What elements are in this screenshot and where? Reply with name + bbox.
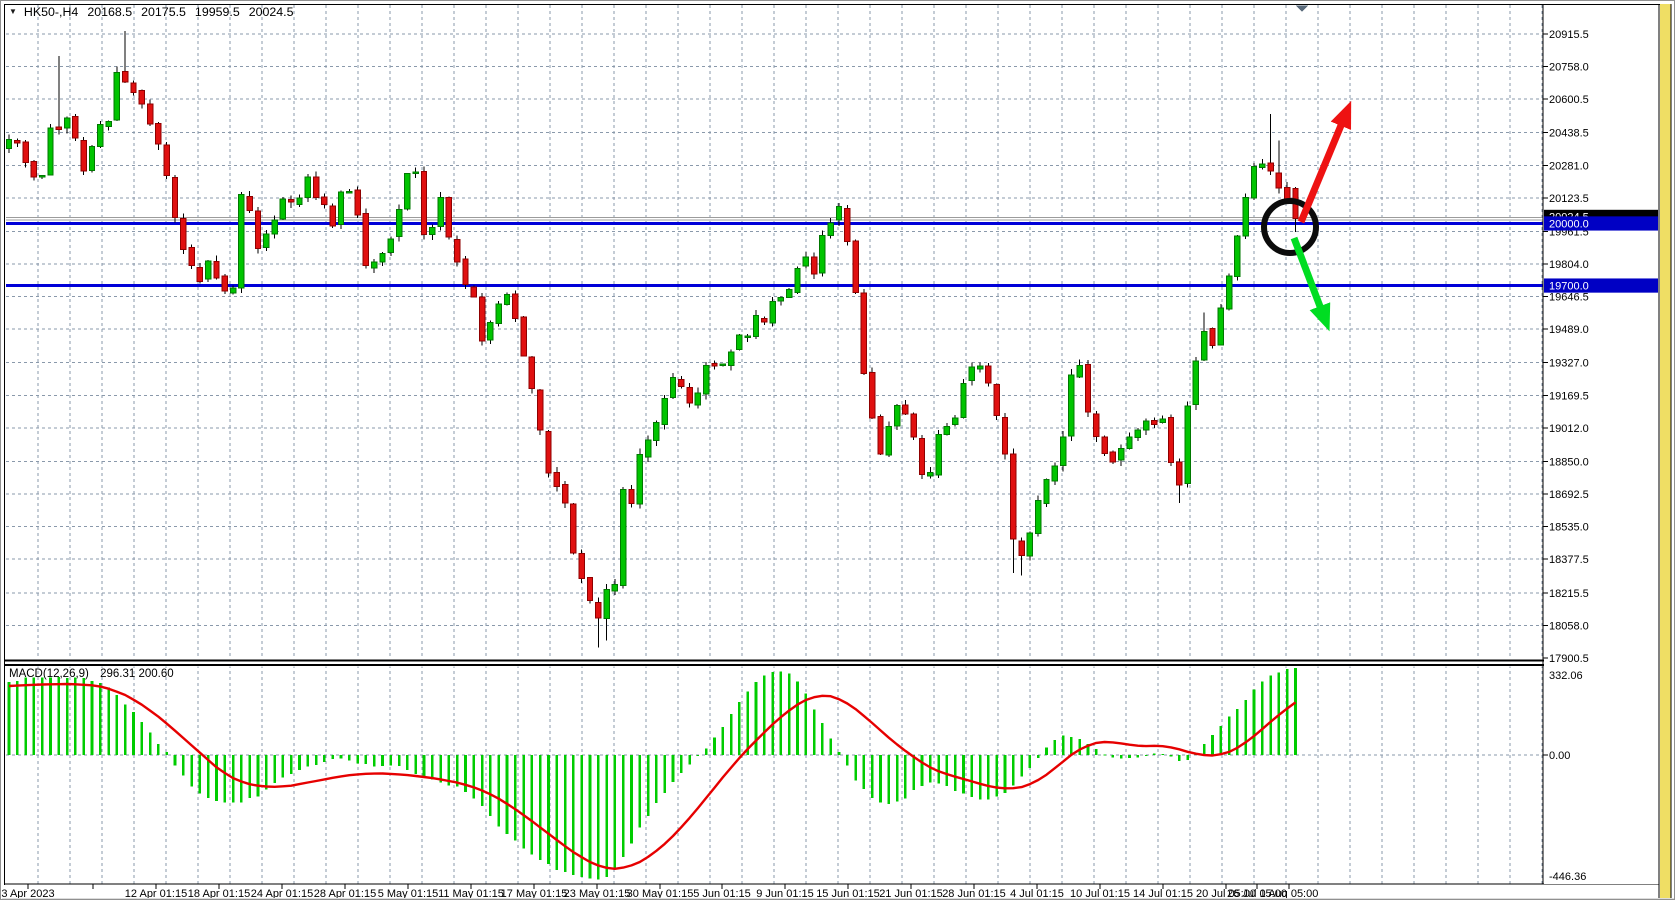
horizontal-level-lines[interactable] (6, 221, 1543, 288)
time-axis-label: 11 May 01:15 (438, 888, 504, 900)
macd-values: 296.31 200.60 (100, 668, 174, 680)
time-axis[interactable]: 3 Apr 2023 12 Apr 01:15 18 Apr 01:15 24 Apr… (1, 884, 1659, 900)
time-axis-label: 17 May 01:15 (501, 888, 568, 900)
level-price-badge: 20000.0 (1549, 218, 1589, 230)
highlight-circle[interactable] (1261, 198, 1319, 256)
price-axis-label: 20600.5 (1549, 94, 1589, 106)
price-axis-label: 20438.5 (1549, 128, 1589, 140)
price-axis-label: 19327.0 (1549, 358, 1589, 370)
price-axis-label: 19169.5 (1549, 390, 1589, 402)
time-axis-label: 28 Apr 01:15 (314, 888, 376, 900)
time-axis-label: 1 Aug 05:00 (1260, 888, 1319, 900)
pane-frame (3, 3, 1671, 898)
time-axis-label: 10 Jul 01:15 (1070, 888, 1130, 900)
time-axis-label: 5 May 01:15 (378, 888, 439, 900)
grid-lines (6, 5, 1543, 884)
bullish-arrow[interactable] (1297, 100, 1352, 224)
price-axis[interactable]: 20915.5 20758.0 20600.5 20438.5 20281.0 20123… (1543, 5, 1659, 884)
macd-name: MACD(12,26,9) (9, 668, 89, 680)
ohlc-high: 20175.5 (141, 5, 186, 19)
price-axis-label: 20758.0 (1549, 62, 1589, 74)
ohlc-close: 20024.5 (248, 5, 294, 19)
ohlc-open: 20168.5 (87, 5, 133, 19)
macd-axis-label: -446.36 (1549, 871, 1586, 883)
time-axis-label: 23 May 01:15 (564, 888, 631, 900)
macd-histogram[interactable] (7, 667, 1297, 880)
time-axis-label: 12 Apr 01:15 (125, 888, 187, 900)
level-price-badge: 19700.0 (1549, 281, 1589, 293)
price-axis-label: 18692.5 (1549, 489, 1589, 501)
price-axis-label: 20281.0 (1549, 160, 1589, 172)
time-axis-label: 18 Apr 01:15 (188, 888, 250, 900)
time-axis-label: 28 Jun 01:15 (942, 888, 1006, 900)
chart-shift-marker-icon (1296, 5, 1308, 12)
price-axis-label: 20123.5 (1549, 193, 1589, 205)
price-axis-label: 18535.0 (1549, 522, 1589, 534)
ohlc-low: 19959.5 (194, 5, 240, 19)
price-axis-label: 19012.0 (1549, 423, 1589, 435)
bearish-arrow[interactable] (1290, 236, 1331, 332)
price-axis-label: 19804.0 (1549, 259, 1589, 271)
candlestick-series[interactable] (5, 30, 1299, 648)
price-axis-label: 18850.0 (1549, 456, 1589, 468)
time-axis-label: 15 Jun 01:15 (816, 888, 880, 900)
time-axis-label: 24 Apr 01:15 (251, 888, 313, 900)
macd-axis-label: 332.06 (1549, 670, 1583, 682)
current-price-lines (6, 216, 1543, 221)
price-axis-label: 18377.5 (1549, 554, 1589, 566)
macd-axis-label: 0.00 (1549, 750, 1570, 762)
time-axis-label: 14 Jul 01:15 (1133, 888, 1193, 900)
macd-indicator-label: MACD(12,26,9) 296.31 200.60 (9, 668, 182, 680)
price-axis-label: 19646.5 (1549, 292, 1589, 304)
symbol-period-label: HK50-,H4 (23, 5, 79, 19)
macd-signal-line[interactable] (8, 682, 1297, 870)
time-axis-label: 9 Jun 01:15 (756, 888, 814, 900)
time-axis-label: 3 Apr 2023 (1, 888, 54, 900)
dropdown-icon[interactable]: ▼ (9, 6, 17, 16)
price-axis-label: 17900.5 (1549, 653, 1589, 665)
time-axis-label: 20 Jul 05:00 (1196, 888, 1256, 900)
price-axis-label: 18215.5 (1549, 588, 1589, 600)
chart-title: ▼ HK50-,H4 20168.5 20175.5 19959.5 20024… (9, 5, 303, 19)
price-axis-label: 19489.0 (1549, 324, 1589, 336)
time-axis-label: 30 May 01:15 (627, 888, 694, 900)
price-axis-label: 18058.0 (1549, 620, 1589, 632)
window-chrome (2, 4, 1674, 899)
time-axis-label: 5 Jun 01:15 (693, 888, 751, 900)
time-axis-label: 26 Jul 05:00 (1227, 888, 1287, 900)
time-axis-label: 21 Jun 01:15 (879, 888, 943, 900)
time-axis-label: 4 Jul 01:15 (1010, 888, 1064, 900)
price-axis-label: 20915.5 (1549, 29, 1589, 41)
drawn-annotations[interactable] (1261, 100, 1352, 332)
